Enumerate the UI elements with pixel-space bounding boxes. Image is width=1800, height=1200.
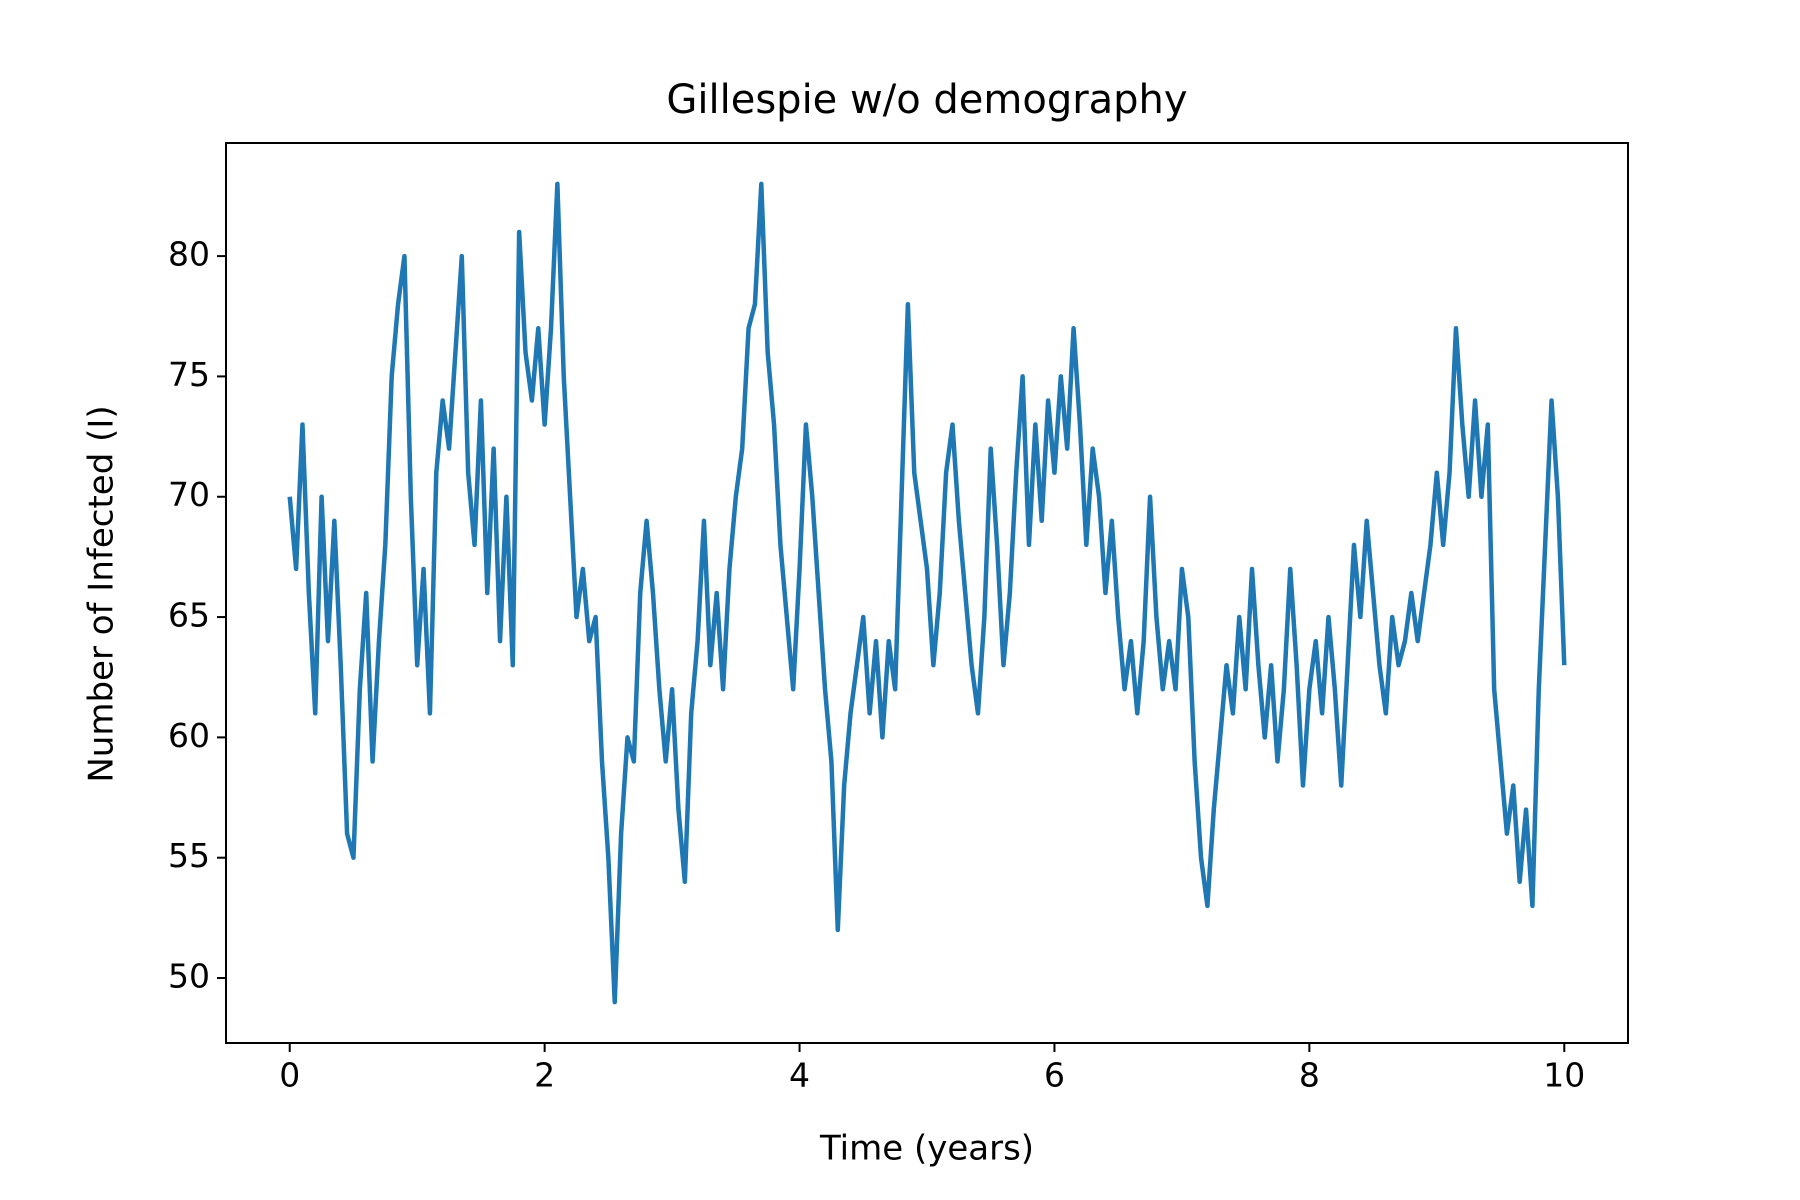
data-line [287, 181, 1567, 1005]
plot-frame [225, 142, 1629, 1044]
x-tick-label: 8 [1299, 1056, 1320, 1095]
y-tick-label: 60 [168, 716, 210, 755]
x-tick-label: 10 [1543, 1056, 1585, 1095]
x-tick-label: 0 [279, 1056, 300, 1095]
x-axis-label: Time (years) [819, 1129, 1034, 1169]
x-tick-label: 2 [534, 1056, 555, 1095]
y-tick-label: 75 [168, 355, 210, 394]
y-tick-label: 55 [168, 836, 210, 875]
y-tick-label: 70 [168, 475, 210, 514]
x-tick-label: 6 [1044, 1056, 1065, 1095]
y-axis-label: Number of Infected (I) [82, 405, 122, 782]
chart-title: Gillespie w/o demography [666, 77, 1187, 123]
x-tick-label: 4 [789, 1056, 810, 1095]
y-tick-label: 80 [168, 235, 210, 274]
y-tick-label: 50 [168, 957, 210, 996]
y-tick-label: 65 [168, 596, 210, 635]
